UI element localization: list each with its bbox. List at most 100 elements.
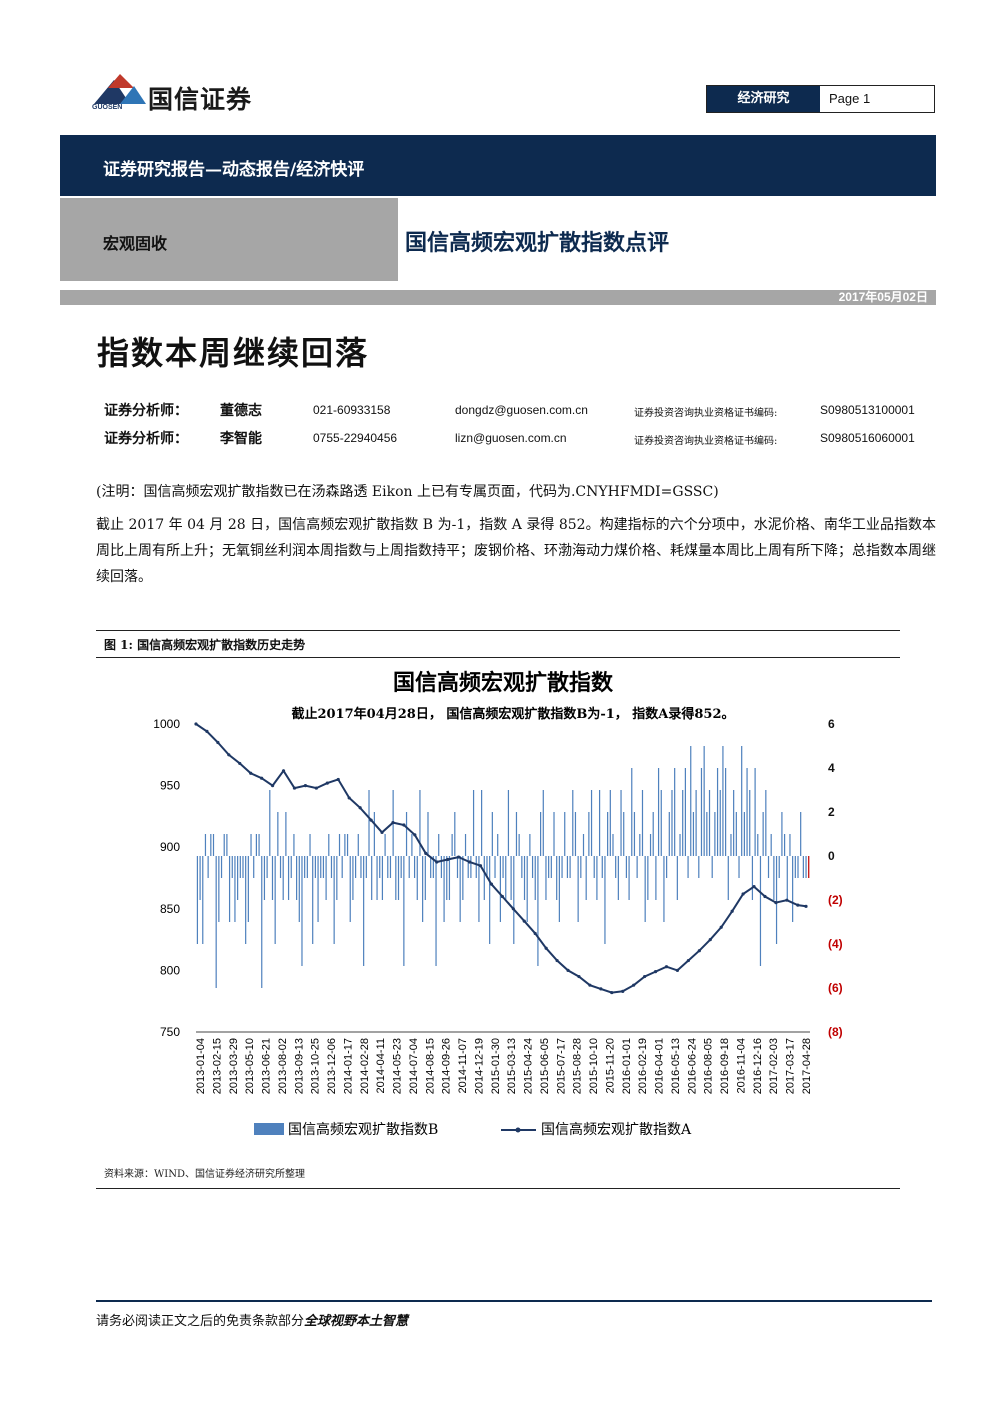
bar-b xyxy=(706,812,708,856)
line-a-point xyxy=(336,777,340,782)
bar-b xyxy=(620,790,622,856)
bar-b xyxy=(714,812,716,856)
header-section-box: 经济研究 Page 1 xyxy=(706,85,935,113)
bar-b xyxy=(730,834,732,856)
bar-b xyxy=(743,812,745,856)
bar-b xyxy=(489,856,491,944)
bar-b xyxy=(296,856,298,900)
bar-b xyxy=(775,856,778,944)
bar-b xyxy=(456,856,459,878)
bar-b xyxy=(424,856,426,900)
line-a-point xyxy=(369,818,373,822)
line-a-point xyxy=(708,938,712,942)
logo-sub: GUOSEN xyxy=(92,104,123,111)
x-tick-label: 2013-02-15 xyxy=(211,1038,223,1094)
bar-b xyxy=(328,834,330,856)
bar-b xyxy=(333,856,335,944)
footer-text: 请务必阅读正文之后的免责条款部分 xyxy=(96,1314,305,1329)
bar-b xyxy=(443,856,445,922)
bar-b xyxy=(698,856,700,878)
line-a-point xyxy=(380,830,384,835)
analyst-email[interactable]: lizn@guosen.com.cn xyxy=(455,431,567,445)
bar-b xyxy=(727,856,729,900)
bar-b xyxy=(371,856,373,900)
bar-b xyxy=(376,856,378,900)
x-tick-label: 2014-09-26 xyxy=(441,1038,453,1094)
line-a-point xyxy=(544,946,548,950)
bar-b xyxy=(440,856,443,878)
right-tick-label: (4) xyxy=(828,937,843,951)
bar-b xyxy=(486,856,488,878)
bar-b xyxy=(607,812,609,856)
x-tick-label: 2013-03-29 xyxy=(228,1038,240,1094)
bar-b xyxy=(746,768,748,856)
bar-b xyxy=(800,812,802,856)
bar-b xyxy=(502,856,504,878)
bar-b xyxy=(564,812,566,856)
line-a-point xyxy=(697,949,701,953)
bar-b xyxy=(309,834,311,856)
bar-b xyxy=(692,812,695,856)
bar-b xyxy=(277,812,279,856)
line-a-point xyxy=(763,894,767,899)
right-tick-label: (2) xyxy=(828,893,843,907)
bar-b xyxy=(802,856,804,878)
bar-b xyxy=(413,856,416,878)
bar-b xyxy=(368,790,370,856)
x-tick-label: 2016-06-24 xyxy=(686,1038,698,1094)
bar-b xyxy=(749,790,751,856)
footer-rule xyxy=(96,1300,932,1302)
bar-b xyxy=(220,856,223,878)
bar-b xyxy=(282,856,284,900)
chart-title: 国信高频宏观扩散指数 xyxy=(393,670,614,696)
bar-b xyxy=(711,856,713,878)
line-a-point xyxy=(478,864,483,868)
x-tick-label: 2016-05-13 xyxy=(670,1038,682,1094)
line-a-point xyxy=(249,771,253,775)
bar-b xyxy=(285,812,287,856)
x-tick-label: 2014-05-23 xyxy=(392,1038,404,1094)
bar-b xyxy=(545,856,547,900)
line-a-point xyxy=(511,907,515,911)
bar-b xyxy=(754,768,756,856)
bar-b xyxy=(389,856,392,878)
bar-b xyxy=(379,856,381,878)
line-a-point xyxy=(643,974,647,979)
line-a-point xyxy=(358,806,362,810)
bar-b xyxy=(306,856,308,878)
analyst-name: 董德志 xyxy=(220,403,262,419)
analyst-email-link[interactable]: lizn@guosen.com.cn xyxy=(455,431,567,445)
bar-b xyxy=(346,834,349,856)
bar-b xyxy=(569,856,571,878)
bar-b xyxy=(215,856,217,988)
chart-subtitle: 截止2017年04月28日， 国信高频宏观扩散指数B为-1， 指数A录得852。 xyxy=(291,706,734,722)
bar-b xyxy=(633,812,636,856)
analyst-email[interactable]: dongdz@guosen.com.cn xyxy=(455,403,588,417)
line-a-point xyxy=(238,761,242,766)
bar-b xyxy=(261,856,263,988)
line-a xyxy=(195,723,807,994)
bar-b xyxy=(789,834,791,856)
line-a-point xyxy=(281,769,286,773)
bar-b xyxy=(668,812,670,856)
bar-b xyxy=(258,834,260,856)
bar-b xyxy=(735,812,737,856)
bar-b xyxy=(695,790,697,856)
bar-b xyxy=(438,834,440,856)
x-tick-label: 2015-07-17 xyxy=(555,1038,567,1094)
line-a-point xyxy=(785,898,789,902)
bar-b xyxy=(628,856,630,900)
bar-b xyxy=(279,856,282,878)
bar-b xyxy=(617,856,619,900)
bar-b xyxy=(703,746,705,856)
x-tick-label: 2013-01-04 xyxy=(195,1038,207,1094)
bar-b xyxy=(792,856,794,922)
bar-b xyxy=(255,834,257,856)
x-tick-label: 2015-10-10 xyxy=(588,1038,600,1094)
bar-b xyxy=(451,834,453,856)
bar-b xyxy=(558,856,560,922)
x-tick-label: 2016-08-05 xyxy=(703,1038,715,1094)
analyst-email-link[interactable]: dongdz@guosen.com.cn xyxy=(455,403,588,417)
bar-b xyxy=(341,856,343,878)
